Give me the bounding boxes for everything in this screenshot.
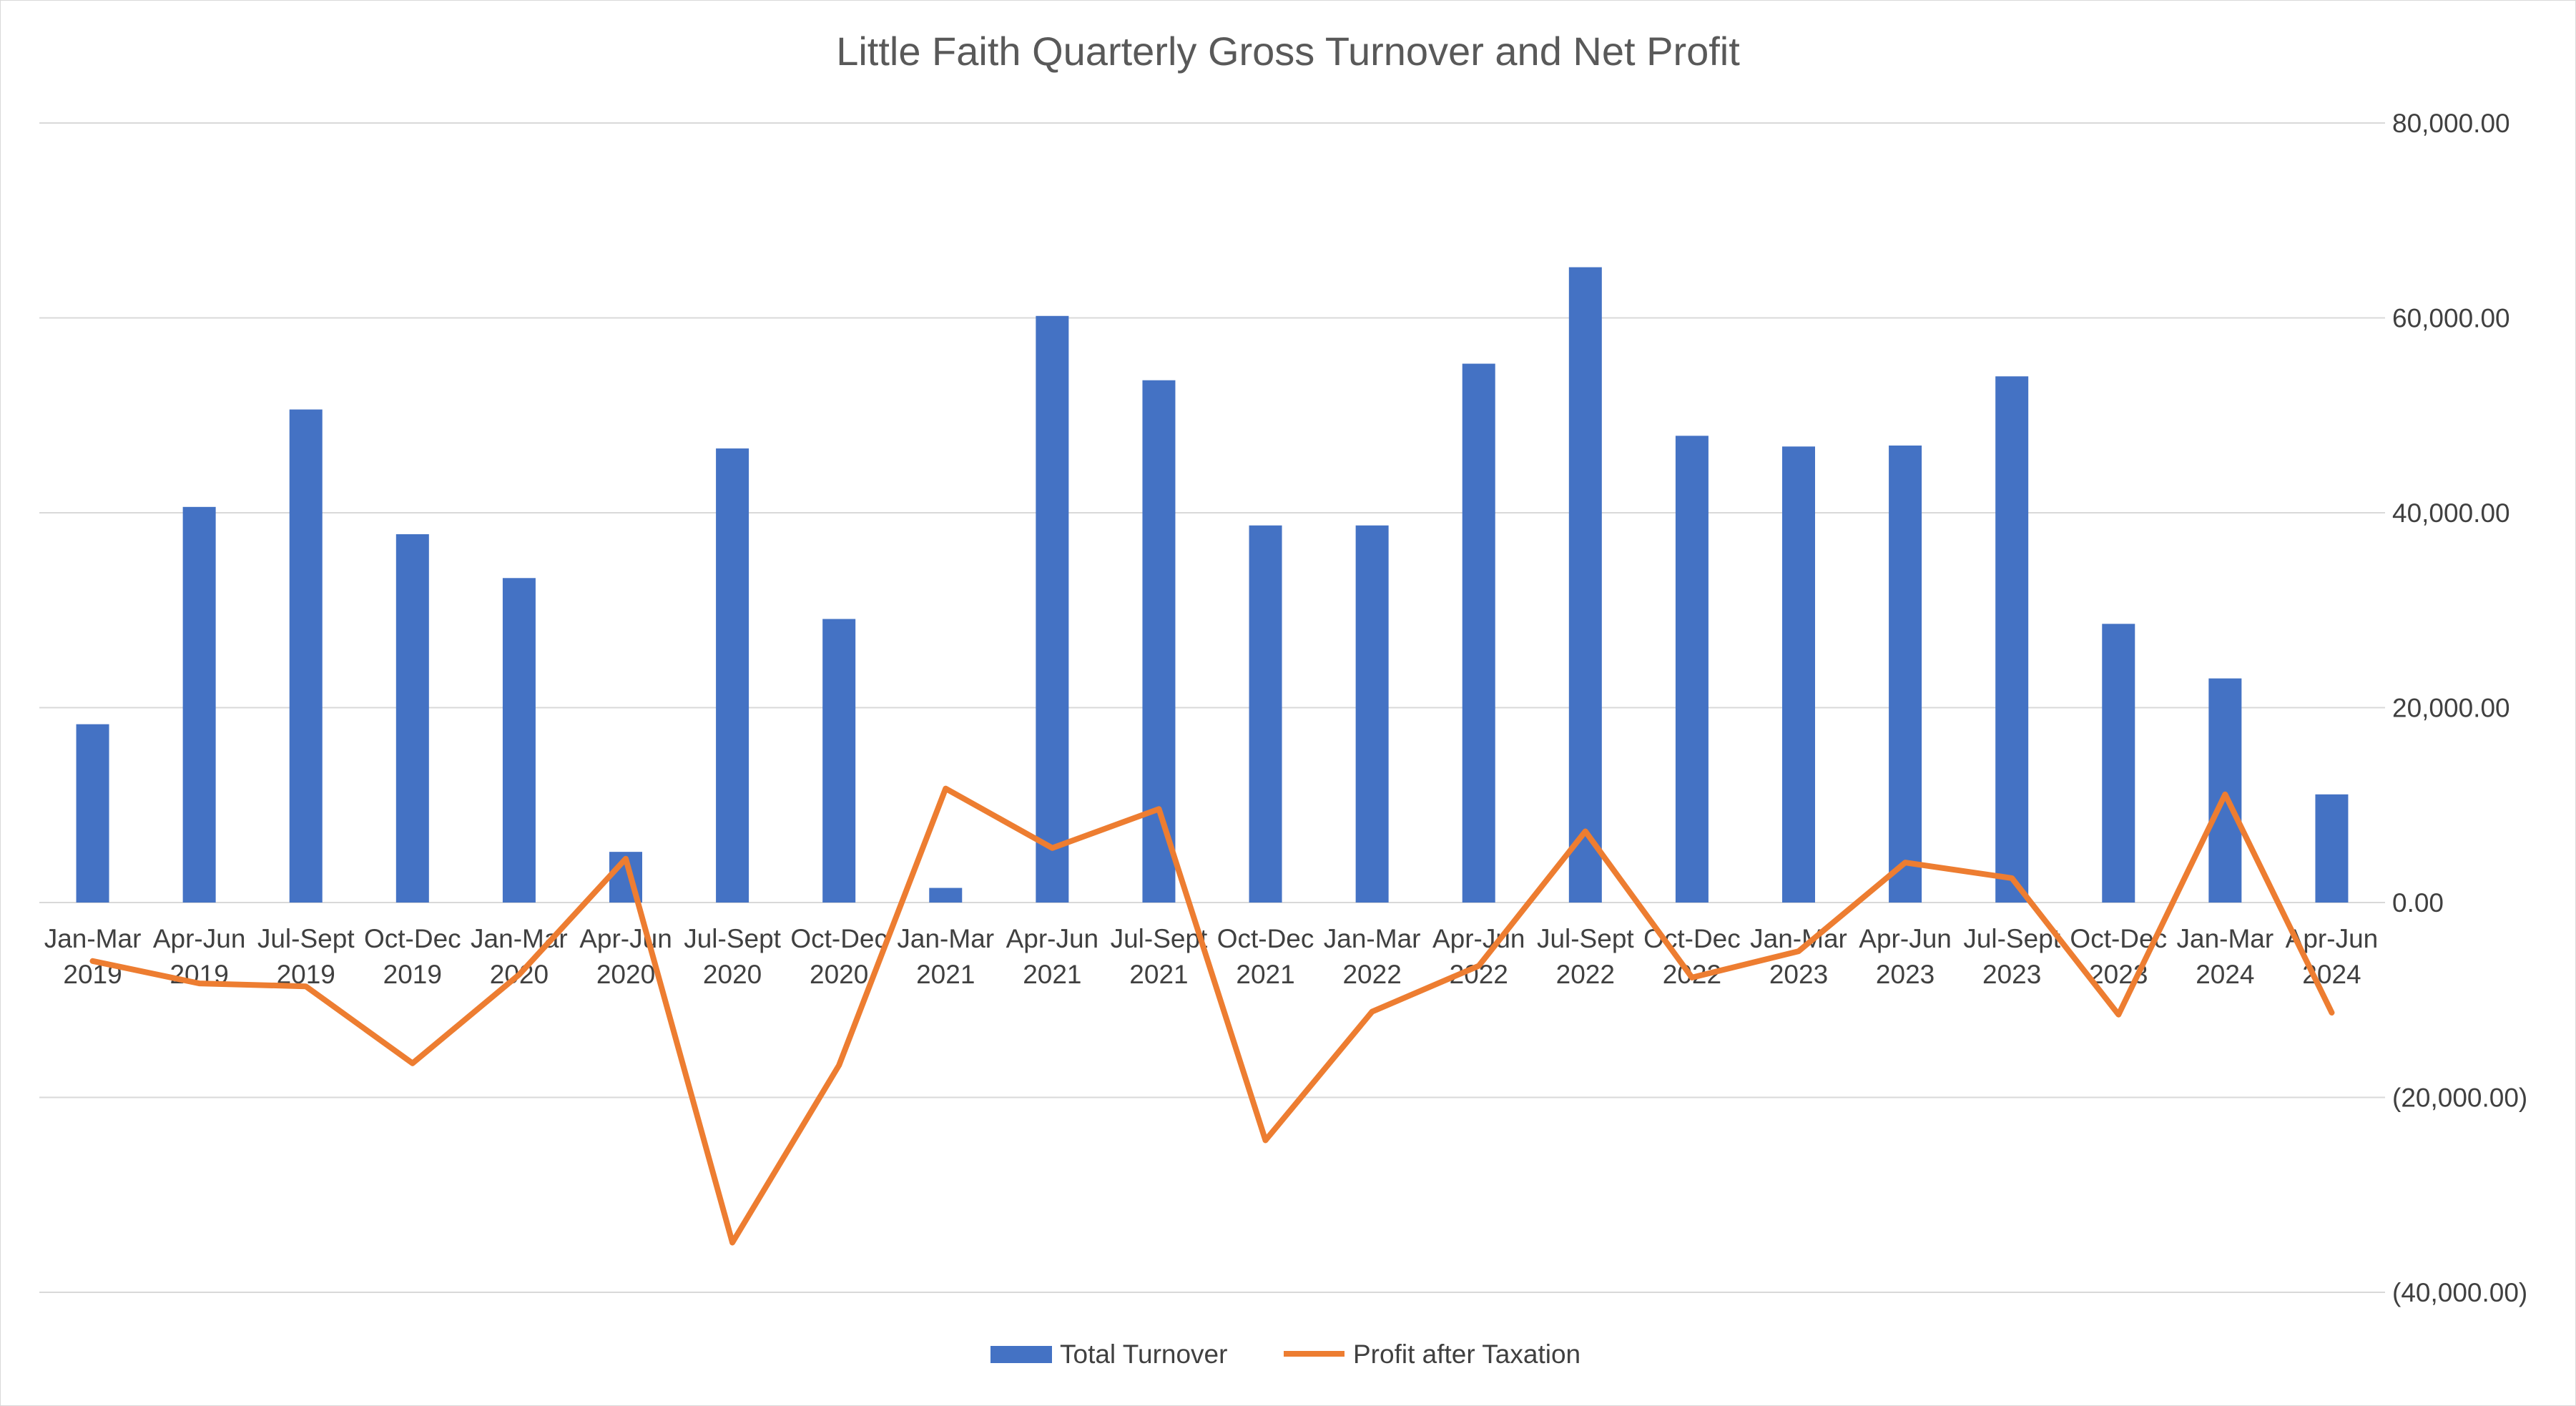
x-tick-label: Jan-Mar 2020 [471, 924, 568, 989]
turnover-bar [395, 534, 429, 903]
turnover-bar [1782, 446, 1815, 903]
x-tick-label: Apr-Jun 2023 [1859, 924, 1952, 989]
turnover-bar [1355, 525, 1389, 903]
y-tick-label: 60,000.00 [2392, 304, 2510, 333]
x-tick-label: Jul-Sept 2023 [1963, 924, 2060, 989]
turnover-bar [289, 409, 323, 903]
turnover-bar [182, 506, 216, 903]
x-tick-label: Jul-Sept 2020 [684, 924, 781, 989]
turnover-bar [1142, 380, 1176, 903]
legend-swatch-turnover [990, 1346, 1052, 1363]
profit-line [89, 785, 2335, 1246]
turnover-bar [716, 448, 749, 903]
x-tick-label: Jan-Mar 2023 [1750, 924, 1847, 989]
turnover-bar [1889, 445, 1922, 903]
x-tick-label: Oct-Dec 2021 [1217, 924, 1314, 989]
turnover-bar [502, 578, 536, 903]
y-tick-label: 20,000.00 [2392, 694, 2510, 723]
y-tick-label: (20,000.00) [2392, 1083, 2527, 1113]
turnover-bar [1675, 436, 1709, 903]
x-tick-label: Apr-Jun 2024 [2286, 924, 2379, 989]
y-tick-label: 0.00 [2392, 888, 2444, 918]
y-tick-label: 40,000.00 [2392, 498, 2510, 528]
turnover-bar [1249, 525, 1282, 903]
turnover-bar [76, 724, 109, 903]
x-tick-label: Jul-Sept 2022 [1537, 924, 1634, 989]
x-tick-label: Jul-Sept 2021 [1111, 924, 1208, 989]
legend-label-turnover: Total Turnover [1060, 1339, 1227, 1369]
x-tick-label: Jan-Mar 2022 [1324, 924, 1421, 989]
x-tick-label: Jan-Mar 2024 [2177, 924, 2274, 989]
chart-title: Little Faith Quarterly Gross Turnover an… [836, 29, 1740, 74]
x-tick-label: Oct-Dec 2023 [2070, 924, 2167, 989]
x-tick-label: Oct-Dec 2019 [364, 924, 461, 989]
turnover-bar [822, 619, 856, 903]
x-tick-label: Jan-Mar 2021 [897, 924, 994, 989]
turnover-bar [1462, 363, 1495, 903]
x-tick-label: Oct-Dec 2020 [790, 924, 888, 989]
legend-label-profit: Profit after Taxation [1353, 1339, 1580, 1369]
turnover-bar [929, 888, 963, 903]
x-tick-label: Apr-Jun 2020 [579, 924, 672, 989]
x-tick-label: Apr-Jun 2021 [1006, 924, 1099, 989]
y-tick-label: (40,000.00) [2392, 1278, 2527, 1307]
turnover-bar [2208, 678, 2242, 903]
turnover-bar [2315, 794, 2349, 903]
turnover-bar [1036, 315, 1069, 903]
turnover-bar [2102, 624, 2135, 903]
turnover-bar [1995, 376, 2029, 903]
turnover-bar [1568, 267, 1602, 903]
x-tick-label: Jul-Sept 2019 [257, 924, 355, 989]
y-tick-label: 80,000.00 [2392, 109, 2510, 138]
x-tick-label: Jan-Mar 2019 [44, 924, 142, 989]
